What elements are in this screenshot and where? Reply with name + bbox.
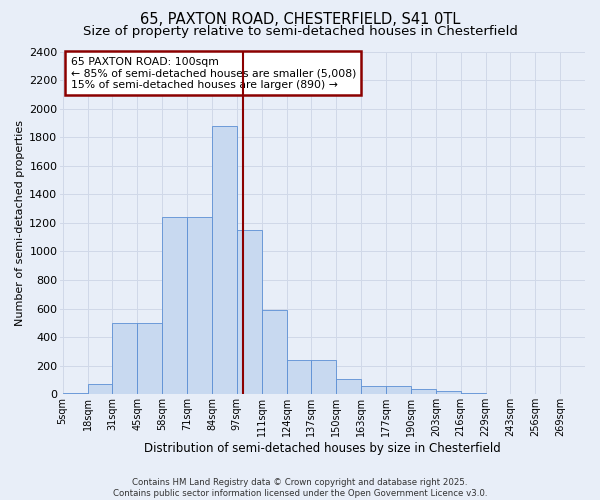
Text: Contains HM Land Registry data © Crown copyright and database right 2025.
Contai: Contains HM Land Registry data © Crown c… [113,478,487,498]
Bar [112,323,137,394]
Bar [237,230,262,394]
Y-axis label: Number of semi-detached properties: Number of semi-detached properties [15,120,25,326]
Text: 65, PAXTON ROAD, CHESTERFIELD, S41 0TL: 65, PAXTON ROAD, CHESTERFIELD, S41 0TL [140,12,460,28]
Bar [436,392,461,394]
Bar [361,386,386,394]
Bar [461,393,485,394]
X-axis label: Distribution of semi-detached houses by size in Chesterfield: Distribution of semi-detached houses by … [144,442,501,455]
Bar [187,217,212,394]
Bar [88,384,112,394]
Bar [162,217,187,394]
Bar [62,393,88,394]
Bar [262,310,287,394]
Bar [411,390,436,394]
Bar [311,360,336,394]
Text: 65 PAXTON ROAD: 100sqm
← 85% of semi-detached houses are smaller (5,008)
15% of : 65 PAXTON ROAD: 100sqm ← 85% of semi-det… [71,56,356,90]
Bar [137,323,162,394]
Text: Size of property relative to semi-detached houses in Chesterfield: Size of property relative to semi-detach… [83,25,517,38]
Bar [287,360,311,394]
Bar [336,378,361,394]
Bar [212,126,237,394]
Bar [386,386,411,394]
